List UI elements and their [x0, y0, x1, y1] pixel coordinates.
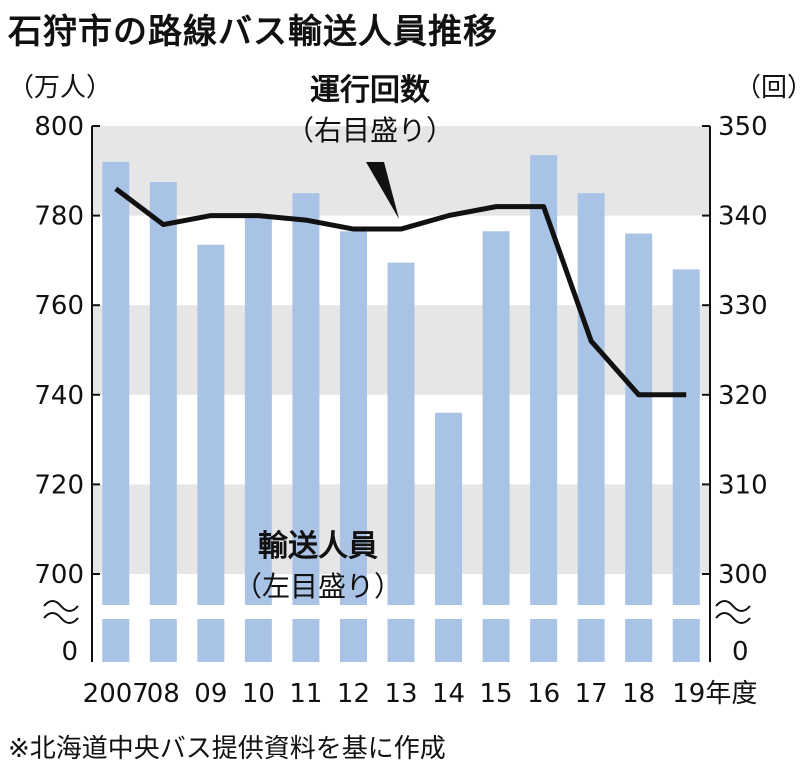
bar: [244, 215, 272, 662]
line-series-axis-note: （右目盛り）: [286, 114, 454, 147]
left-tick-label: 0: [61, 637, 78, 667]
right-break-mark: [715, 600, 751, 612]
line-series: [114, 186, 687, 398]
x-tick-label: 08: [147, 679, 180, 709]
left-break-mark: [43, 612, 79, 624]
bar-series-name: 輸送人員: [258, 529, 378, 564]
right-tick-label: 320: [718, 381, 768, 411]
line-series-path: [114, 186, 687, 398]
bar: [339, 231, 367, 662]
bar: [672, 269, 700, 662]
left-tick-label: 800: [34, 112, 84, 142]
right-tick-label: 350: [718, 112, 768, 142]
line-series-pointer: [366, 162, 399, 220]
left-break-mark: [43, 600, 79, 612]
x-tick-label: 12: [337, 679, 370, 709]
left-tick-label: 740: [34, 381, 84, 411]
right-tick-label: 300: [718, 560, 768, 590]
bar: [435, 412, 463, 662]
bar: [197, 244, 225, 662]
annotations: 運行回数 （右目盛り） 輸送人員 （左目盛り）: [234, 73, 454, 603]
bar: [625, 233, 653, 662]
break-gap: [42, 605, 760, 619]
x-tick-label: 15: [480, 679, 513, 709]
bar: [482, 231, 510, 662]
chart-title: 石狩市の路線バス輸送人員推移: [8, 12, 498, 52]
bar: [577, 193, 605, 662]
grid-band: [92, 126, 710, 216]
right-tick-label: 0: [732, 637, 749, 667]
right-break-mark: [715, 612, 751, 624]
x-axis-suffix: 年度: [705, 679, 757, 709]
left-tick-label: 760: [34, 291, 84, 321]
left-tick-label: 720: [34, 470, 84, 500]
x-tick-label: 11: [289, 679, 322, 709]
right-tick-label: 340: [718, 202, 768, 232]
x-tick-label: 18: [622, 679, 655, 709]
left-axis-unit: （万人）: [8, 73, 112, 103]
bar: [530, 155, 558, 662]
x-tick-label: 13: [384, 679, 417, 709]
axes: [42, 125, 760, 662]
left-tick-label: 780: [34, 202, 84, 232]
bar: [292, 193, 320, 662]
right-axis-unit: （回）: [735, 73, 800, 103]
x-tick-label: 19年度: [672, 679, 757, 709]
right-tick-label: 330: [718, 291, 768, 321]
x-tick-label: 16: [527, 679, 560, 709]
x-tick-label: 2007: [83, 679, 149, 709]
line-series-name: 運行回数: [310, 73, 431, 108]
x-tick-label: 14: [432, 679, 465, 709]
bar: [149, 182, 177, 662]
x-tick-label: 09: [194, 679, 227, 709]
right-tick-label: 310: [718, 470, 768, 500]
bar-series: [102, 155, 700, 662]
x-tick-label: 17: [575, 679, 608, 709]
bar-series-axis-note: （左目盛り）: [234, 570, 402, 603]
tick-labels: 800 350 780 340 760 330 740 320 720 310 700 300 0 0 （万…: [8, 73, 800, 709]
bar: [387, 262, 415, 662]
left-tick-label: 700: [34, 560, 84, 590]
x-tick-label: 10: [242, 679, 275, 709]
bar: [102, 161, 130, 662]
footnote: ※北海道中央バス提供資料を基に作成: [8, 734, 446, 764]
